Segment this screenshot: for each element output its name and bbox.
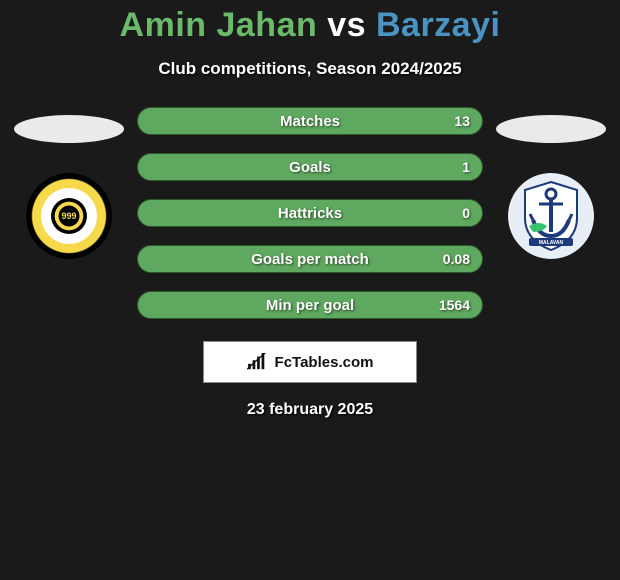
stat-bar: Min per goal 1564 [137,291,483,319]
stat-bar: Goals 1 [137,153,483,181]
stat-value: 1 [462,159,470,175]
stat-value: 1564 [439,297,470,313]
player1-name: Amin Jahan [120,6,318,44]
page-title: Amin Jahan vs Barzayi [120,6,501,45]
source-attribution[interactable]: FcTables.com [203,341,417,383]
stat-bar: Goals per match 0.08 [137,245,483,273]
club-badge-left: 999 [26,173,112,259]
stat-bar: Matches 13 [137,107,483,135]
stat-label: Goals [289,159,331,176]
stat-label: Hattricks [278,205,342,222]
vs-label: vs [327,6,366,44]
club-badge-left-inner: 999 [41,188,97,244]
stat-value: 0 [462,205,470,221]
stats-bars: Matches 13 Goals 1 Hattricks 0 Goals per… [137,107,483,319]
badge-banner-text: MALAVAN [539,240,564,246]
stat-bar: Hattricks 0 [137,199,483,227]
stat-label: Goals per match [251,251,369,268]
stat-value: 0.08 [443,251,470,267]
stat-label: Matches [280,113,340,130]
main-row: 999 Matches 13 Goals 1 Hattricks 0 Goals… [0,107,620,319]
brand-label: FcTables.com [275,354,374,371]
subtitle: Club competitions, Season 2024/2025 [158,59,461,79]
right-column: MALAVAN [491,107,611,259]
anchor-crest-icon: MALAVAN [519,180,583,252]
left-column: 999 [9,107,129,259]
player2-name: Barzayi [376,6,500,44]
stat-value: 13 [454,113,470,129]
stat-label: Min per goal [266,297,354,314]
player1-photo-placeholder [14,115,124,143]
player2-photo-placeholder [496,115,606,143]
bar-chart-icon [247,353,269,371]
club-badge-right: MALAVAN [508,173,594,259]
date-label: 23 february 2025 [247,401,373,419]
comparison-card: Amin Jahan vs Barzayi Club competitions,… [0,0,620,419]
club-badge-left-core: 999 [51,198,87,234]
